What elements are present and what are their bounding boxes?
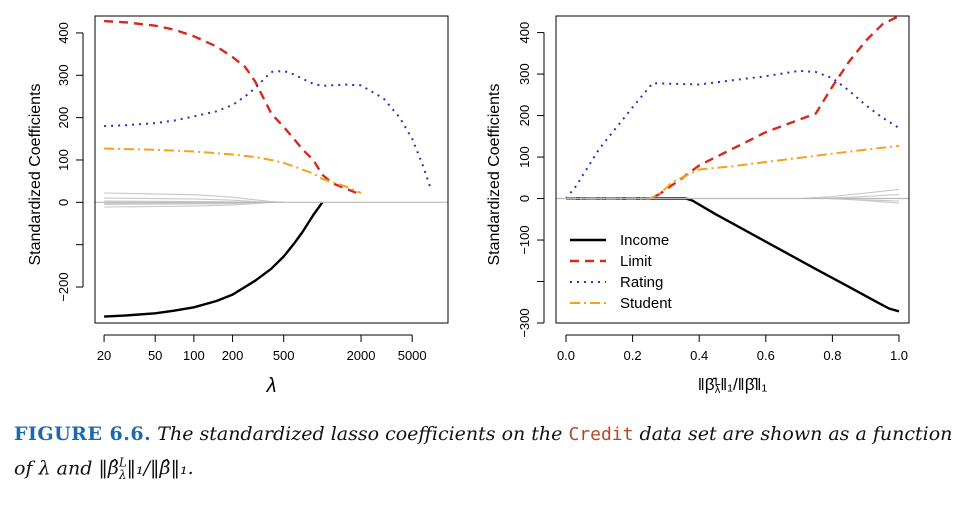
y-tick-label: −200 <box>56 272 71 301</box>
y-axis-title: Standardized Coefficients <box>27 83 44 265</box>
x-axis-title-part: ‖₁/‖β̂‖₁ <box>720 375 767 394</box>
figure-caption: FIGURE 6.6. The standardized lasso coeff… <box>14 420 959 489</box>
caption-and: and <box>56 457 93 480</box>
legend-label-rating: Rating <box>620 274 663 291</box>
x-tick-label: 0.8 <box>823 348 841 363</box>
series-line-other-1 <box>104 192 284 203</box>
y-tick-label: 300 <box>56 64 71 86</box>
legend-label-income: Income <box>620 232 669 249</box>
x-tick-label: 500 <box>273 348 295 363</box>
x-tick-label: 0.0 <box>557 348 575 363</box>
y-axis: −200 0 100 200 300 400 <box>56 22 84 302</box>
plot-frame <box>555 15 910 324</box>
series-group <box>95 19 448 318</box>
x-tick-label: 0.6 <box>757 348 775 363</box>
lasso-coefficients-figure: 20 50 100 200 500 2000 5000−2000100200300400St… <box>27 15 910 397</box>
series-line-rating <box>104 70 432 190</box>
caption-norm-sub: λ <box>118 468 127 483</box>
y-tick-label: −100 <box>517 225 532 254</box>
caption-norm-tail: ‖₁/‖β̂‖₁. <box>126 457 194 480</box>
x-axis: 20 50 100 200 500 2000 5000 <box>97 334 427 363</box>
y-tick-label: 100 <box>56 149 71 171</box>
series-line-limit <box>104 19 362 196</box>
series-line-student <box>566 144 900 200</box>
x-axis-title-part: λ <box>715 384 721 396</box>
caption-lambda: λ <box>38 457 51 480</box>
y-tick-label: 100 <box>517 146 532 168</box>
series-line-limit <box>566 16 900 200</box>
y-tick-label: 300 <box>517 63 532 85</box>
left-panel-lambda: 20 50 100 200 500 2000 5000 −200 0 100 200 300 400 St… <box>27 15 449 397</box>
y-tick-label: 0 <box>56 199 71 206</box>
x-tick-label: 1.0 <box>890 348 908 363</box>
x-tick-label: 5000 <box>398 348 427 363</box>
series-line-other-1 <box>799 188 900 200</box>
y-axis-title: Standardized Coefficients <box>486 83 503 265</box>
y-tick-label: 200 <box>517 105 532 127</box>
x-tick-label: 0.2 <box>624 348 642 363</box>
x-axis: 0.0 0.2 0.4 0.6 0.8 1.0 <box>557 334 908 363</box>
y-axis: −300 −100 0 100 200 300 400 <box>517 22 545 338</box>
y-tick-label: 400 <box>56 22 71 44</box>
plot-frame <box>94 15 449 324</box>
right-panel-l1-ratio: 0.0 0.2 0.4 0.6 0.8 1.0 −300 −100 0 100 200 300 400 S… <box>486 15 910 396</box>
x-axis-title-part: ‖β̂ <box>698 375 718 394</box>
legend: Income Limit Rating Student <box>570 232 673 312</box>
caption-norm-head: ‖β̂ <box>98 457 119 480</box>
x-tick-label: 200 <box>222 348 244 363</box>
series-group <box>556 16 909 313</box>
caption-text-2: data set are shown as a function of <box>14 423 953 480</box>
caption-norm-expression: ‖β̂Lλ‖₁/‖β̂‖₁. <box>98 456 194 483</box>
series-line-rating <box>565 69 900 200</box>
x-tick-label: 0.4 <box>690 348 708 363</box>
x-tick-label: 100 <box>183 348 205 363</box>
x-tick-label: 20 <box>97 348 111 363</box>
series-line-student <box>104 147 362 194</box>
x-axis-title-part: L <box>715 376 721 388</box>
y-tick-label: −300 <box>517 308 532 337</box>
dataset-name: Credit <box>568 424 634 445</box>
y-tick-label: 400 <box>517 22 532 44</box>
legend-label-student: Student <box>620 295 673 312</box>
series-line-income <box>104 201 324 318</box>
x-tick-label: 2000 <box>347 348 376 363</box>
x-axis-title: λ <box>266 375 277 397</box>
x-tick-label: 50 <box>148 348 162 363</box>
caption-norm-sup: L <box>118 456 127 470</box>
series-line-other-4 <box>104 201 272 208</box>
series-line-income <box>566 197 900 313</box>
legend-label-limit: Limit <box>620 253 653 270</box>
y-tick-label: 0 <box>517 195 532 202</box>
figure-label: FIGURE 6.6. <box>14 423 152 445</box>
y-tick-label: 200 <box>56 107 71 129</box>
series-line-other-4 <box>832 197 900 204</box>
caption-text-1: The standardized lasso coefficients on t… <box>157 423 563 445</box>
x-axis-title: ‖β̂L λ‖₁/‖β̂‖₁ <box>698 375 768 396</box>
